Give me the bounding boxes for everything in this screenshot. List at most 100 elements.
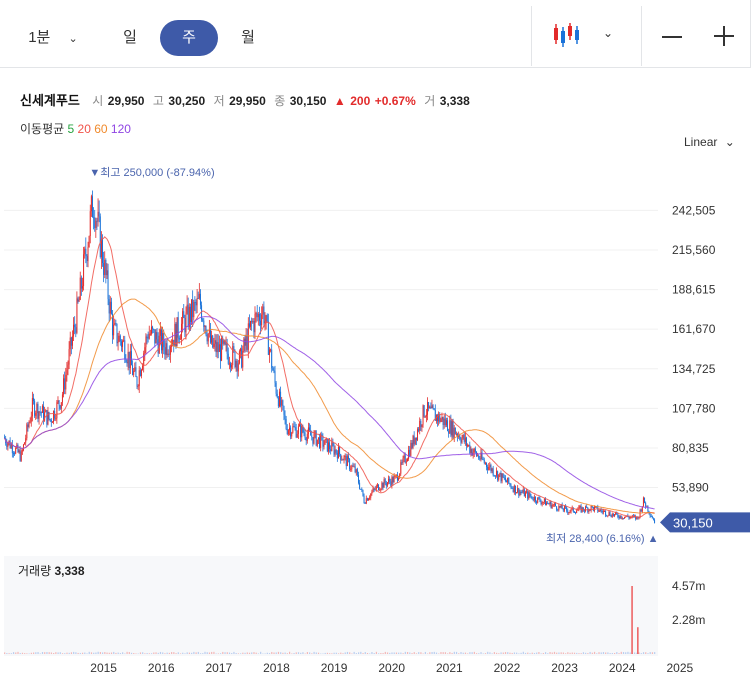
candle xyxy=(100,238,102,258)
candle xyxy=(278,391,280,407)
candle xyxy=(182,311,184,324)
volume-bar xyxy=(573,652,576,654)
chart-type-chevron-icon[interactable]: ⌄ xyxy=(603,26,614,40)
candle xyxy=(410,442,412,456)
volume-bar xyxy=(371,651,373,654)
candle xyxy=(327,442,329,452)
candle xyxy=(332,442,334,446)
volume-bar xyxy=(402,653,404,654)
candle xyxy=(388,478,390,483)
x-tick-label: 2017 xyxy=(206,661,233,675)
volume-pane-label: 거래량 3,338 xyxy=(18,564,85,578)
price-chart[interactable]: 242,505 215,560 188,615 161,670 134,725 107,7… xyxy=(0,0,756,550)
candle xyxy=(496,471,498,476)
volume-bar xyxy=(142,652,144,654)
candle xyxy=(646,505,648,507)
candle xyxy=(497,471,499,480)
candle xyxy=(192,299,194,318)
volume-bar xyxy=(302,652,304,654)
volume-bar xyxy=(293,653,295,654)
volume-bar xyxy=(602,652,605,654)
volume-bar xyxy=(529,653,531,654)
candle xyxy=(80,277,82,289)
candle xyxy=(22,444,24,451)
volume-bar xyxy=(144,653,146,654)
candle xyxy=(43,405,45,421)
close-value: 30,150 xyxy=(289,94,327,108)
candle xyxy=(622,518,624,520)
candle xyxy=(400,462,402,474)
tab-week[interactable]: 주 xyxy=(160,20,218,56)
interval-dropdown[interactable]: 1분 ⌄ xyxy=(18,20,88,56)
candlestick-icon[interactable] xyxy=(552,22,582,50)
scale-dropdown[interactable]: Linear ⌄ xyxy=(684,135,735,149)
candle xyxy=(382,482,384,488)
tab-month[interactable]: 월 xyxy=(241,29,255,46)
volume-bar xyxy=(375,651,378,654)
chart-toolbar: 1분 ⌄ 일 주 월 ⌄ xyxy=(0,0,751,68)
volume-bar xyxy=(211,651,213,654)
volume-bar xyxy=(19,653,21,654)
candle xyxy=(290,427,292,437)
volume-bar xyxy=(282,652,284,654)
candle xyxy=(359,482,361,489)
volume-bar xyxy=(424,651,426,654)
candle xyxy=(275,382,277,394)
volume-bar xyxy=(295,652,297,654)
candle xyxy=(53,410,55,422)
volume-bar xyxy=(246,652,248,654)
plus-icon[interactable] xyxy=(714,26,734,46)
volume-bar xyxy=(55,652,57,654)
volume-label: 거 xyxy=(424,94,436,108)
candle xyxy=(10,444,12,449)
candle xyxy=(586,506,588,508)
candle xyxy=(473,448,475,453)
candle xyxy=(336,452,338,459)
candle xyxy=(152,326,154,330)
volume-bar xyxy=(128,652,130,654)
candle xyxy=(593,506,595,511)
candle xyxy=(334,449,336,455)
candle xyxy=(389,478,391,482)
candle xyxy=(449,420,451,434)
volume-bar xyxy=(79,652,81,654)
candle xyxy=(609,512,611,516)
candle xyxy=(122,341,124,347)
candle xyxy=(81,286,83,289)
candle xyxy=(453,427,455,438)
candle xyxy=(189,306,191,322)
volume-bar xyxy=(435,652,438,654)
candle xyxy=(644,497,646,503)
candle xyxy=(428,402,430,409)
volume-bar xyxy=(400,652,402,654)
candle xyxy=(450,420,452,436)
tab-day[interactable]: 일 xyxy=(123,29,137,46)
candle xyxy=(76,298,78,333)
candle xyxy=(228,363,230,365)
candle xyxy=(563,506,565,511)
candle xyxy=(654,519,656,524)
volume-bar xyxy=(266,652,268,654)
volume-bar xyxy=(313,651,315,654)
volume-bar xyxy=(536,652,538,654)
candle xyxy=(235,360,237,368)
y-tick-label: 242,505 xyxy=(672,203,716,217)
candle xyxy=(360,488,362,490)
volume-bar xyxy=(567,652,569,654)
volume-bar xyxy=(362,653,364,654)
candle xyxy=(237,363,239,372)
candle xyxy=(458,435,460,437)
candle xyxy=(536,501,538,503)
candle xyxy=(617,514,619,518)
minus-icon[interactable] xyxy=(662,36,682,38)
candle xyxy=(58,400,60,406)
candle xyxy=(337,446,339,459)
candle xyxy=(405,461,407,463)
volume-bar xyxy=(251,652,253,654)
chevron-down-icon: ⌄ xyxy=(68,33,78,45)
candle xyxy=(408,449,410,460)
candle xyxy=(242,351,244,368)
candle xyxy=(17,444,19,453)
volume-bar xyxy=(300,652,302,654)
candle xyxy=(207,333,209,342)
